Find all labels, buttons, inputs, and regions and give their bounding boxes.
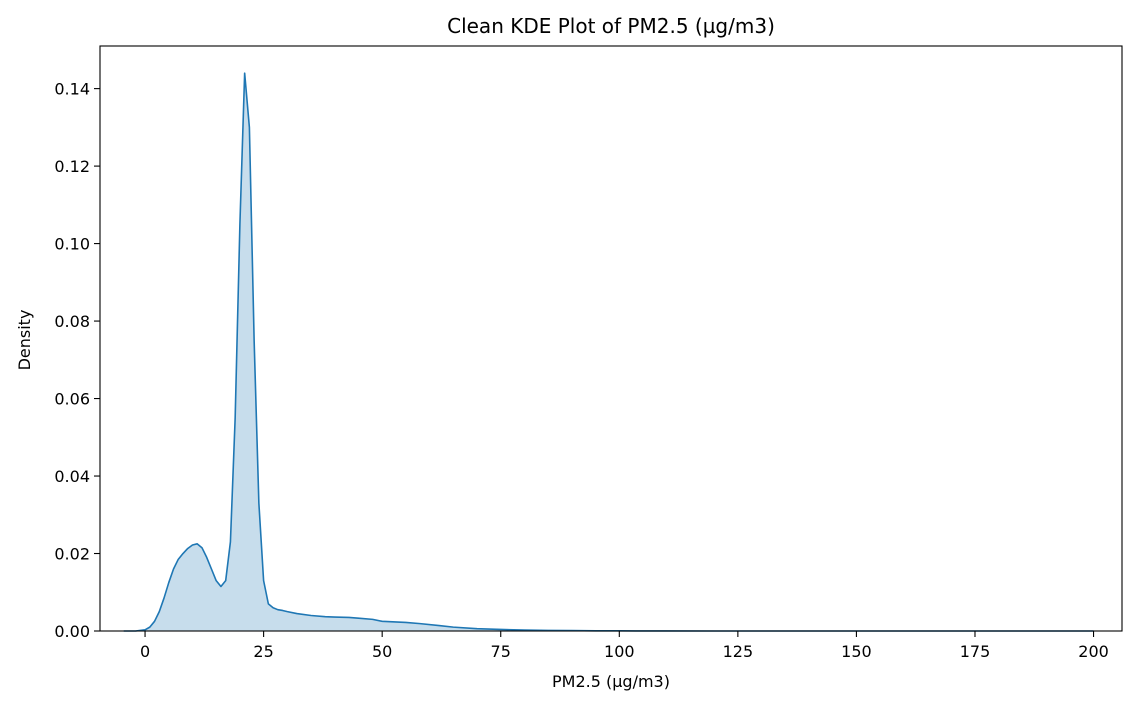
x-tick-label: 100 [604,642,635,661]
kde-density-line [123,72,1094,632]
y-tick-label: 0.08 [54,312,90,331]
y-axis-ticks: 0.00 0.02 0.04 0.06 0.08 0.10 0.12 0.14 [54,80,100,641]
x-axis-label: PM2.5 (µg/m3) [552,672,670,691]
y-tick-label: 0.12 [54,157,90,176]
y-tick-label: 0.06 [54,390,90,409]
x-tick-label: 0 [140,642,150,661]
y-tick-label: 0.02 [54,545,90,564]
x-tick-label: 150 [841,642,872,661]
y-axis-label: Density [15,310,34,371]
y-tick-label: 0.10 [54,235,90,254]
x-axis-ticks: 0 25 50 75 100 125 150 175 200 [140,631,1109,661]
y-tick-label: 0.04 [54,467,90,486]
x-tick-label: 200 [1078,642,1109,661]
x-tick-label: 50 [372,642,392,661]
x-tick-label: 25 [253,642,273,661]
y-tick-label: 0.00 [54,622,90,641]
y-tick-label: 0.14 [54,80,90,99]
x-tick-label: 125 [723,642,754,661]
kde-fill-area [123,73,1094,632]
chart-title: Clean KDE Plot of PM2.5 (µg/m3) [447,14,775,38]
x-tick-label: 75 [491,642,511,661]
x-tick-label: 175 [960,642,991,661]
plot-area [123,72,1094,632]
plot-frame [99,45,1123,632]
